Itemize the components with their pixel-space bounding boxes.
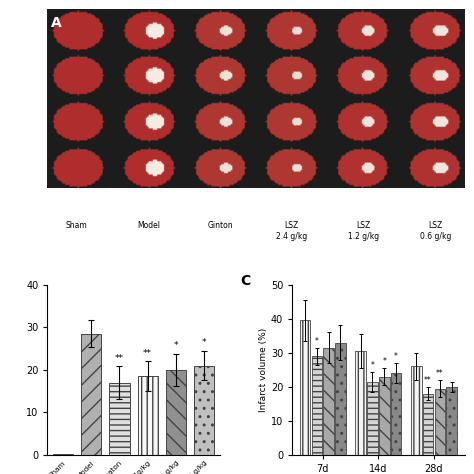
Text: *: * [371,361,374,370]
Bar [447,387,457,455]
Bar [391,373,401,455]
Bar [356,351,366,455]
Text: Ginton: Ginton [207,221,233,230]
Bar [411,366,421,455]
Text: **: ** [424,376,432,385]
Text: **: ** [143,349,152,358]
Bar [435,389,445,455]
Text: Sham: Sham [66,221,88,230]
Bar [166,370,186,455]
Text: **: ** [436,369,444,378]
Text: C: C [240,274,251,288]
Text: *: * [202,338,207,347]
Text: *: * [394,352,398,361]
Bar [81,334,101,455]
Text: *: * [173,341,178,350]
Text: LSZ
0.6 g/kg: LSZ 0.6 g/kg [419,221,451,241]
Bar [300,320,310,455]
Bar [53,454,73,455]
Text: *: * [383,357,386,366]
Text: LSZ
1.2 g/kg: LSZ 1.2 g/kg [348,221,379,241]
Bar [137,376,158,455]
Text: *: * [315,337,319,346]
Bar [311,356,322,455]
Bar [335,343,346,455]
Bar [379,377,390,455]
Bar [367,382,378,455]
Text: **: ** [115,354,124,363]
Y-axis label: Infarct volume (%): Infarct volume (%) [259,328,268,412]
Text: A: A [51,16,62,30]
Bar [423,394,433,455]
Text: LSZ
2.4 g/kg: LSZ 2.4 g/kg [276,221,308,241]
Bar [109,383,129,455]
Text: Model: Model [137,221,160,230]
Bar [194,365,214,455]
Bar [323,347,334,455]
